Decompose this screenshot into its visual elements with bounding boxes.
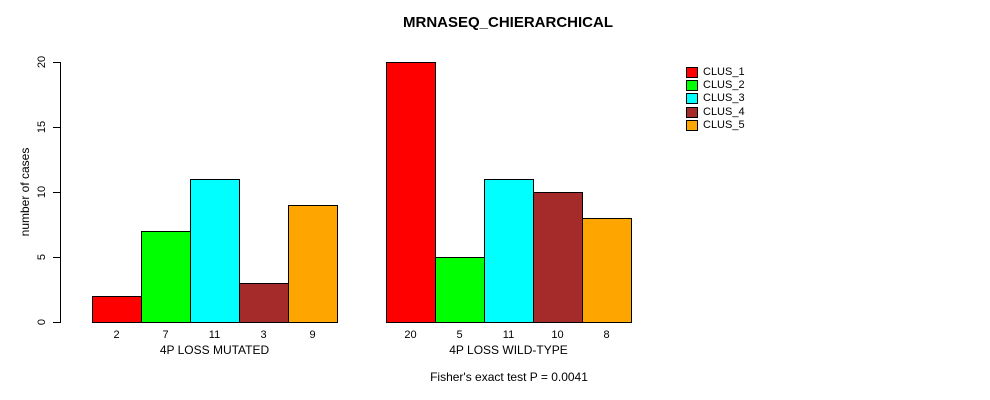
legend-label-clus-2: CLUS_2 <box>703 79 745 92</box>
bar-clus-4-4p-loss-mutated <box>239 283 289 323</box>
bar-clus-2-4p-loss-mutated <box>141 231 191 323</box>
bar-clus-3-4p-loss-mutated <box>190 179 240 323</box>
bar-value-label: 3 <box>260 329 267 341</box>
bar-value-label: 11 <box>208 329 221 341</box>
legend-swatch-clus-2 <box>686 80 698 92</box>
y-tick-label: 20 <box>36 55 48 69</box>
bar-clus-5-4p-loss-wild-type <box>582 218 632 323</box>
bar-value-label: 2 <box>113 329 120 341</box>
y-tick-label: 5 <box>36 253 48 261</box>
bar-value-label: 8 <box>603 329 610 341</box>
bar-value-label: 5 <box>456 329 463 341</box>
legend-swatch-clus-5 <box>686 119 698 131</box>
bar-clus-1-4p-loss-wild-type <box>386 62 436 323</box>
legend-swatch-clus-4 <box>686 106 698 118</box>
bar-clus-1-4p-loss-mutated <box>92 296 142 323</box>
bar-clus-5-4p-loss-mutated <box>288 205 338 323</box>
bar-clus-3-4p-loss-wild-type <box>484 179 534 323</box>
y-tick-label: 15 <box>36 120 48 134</box>
y-tick <box>53 322 61 323</box>
y-axis-label: number of cases <box>18 147 32 237</box>
legend-swatch-clus-1 <box>686 67 698 78</box>
y-tick <box>53 127 61 128</box>
y-tick <box>53 257 61 258</box>
bar-value-label: 10 <box>551 329 564 341</box>
bar-value-label: 9 <box>309 329 316 341</box>
y-tick-label: 0 <box>36 318 48 326</box>
legend-label-clus-3: CLUS_3 <box>703 92 745 105</box>
legend-label-clus-5: CLUS_5 <box>703 118 745 131</box>
bar-value-label: 7 <box>162 329 169 341</box>
x-group-label-4p-loss-mutated: 4P LOSS MUTATED <box>159 343 270 357</box>
bar-value-label: 11 <box>502 329 515 341</box>
chart-title: MRNASEQ_CHIERARCHICAL <box>402 14 614 31</box>
legend-label-clus-1: CLUS_1 <box>703 66 745 78</box>
y-tick <box>53 192 61 193</box>
x-group-label-4p-loss-wild-type: 4P LOSS WILD-TYPE <box>449 343 568 357</box>
y-tick <box>53 62 61 63</box>
bar-clus-4-4p-loss-wild-type <box>533 192 583 323</box>
legend-label-clus-4: CLUS_4 <box>703 105 745 118</box>
bar-clus-2-4p-loss-wild-type <box>435 257 485 323</box>
y-tick-label: 10 <box>36 185 48 199</box>
bar-value-label: 20 <box>404 329 417 341</box>
caption: Fisher's exact test P = 0.0041 <box>430 370 588 384</box>
legend-swatch-clus-3 <box>686 93 698 105</box>
